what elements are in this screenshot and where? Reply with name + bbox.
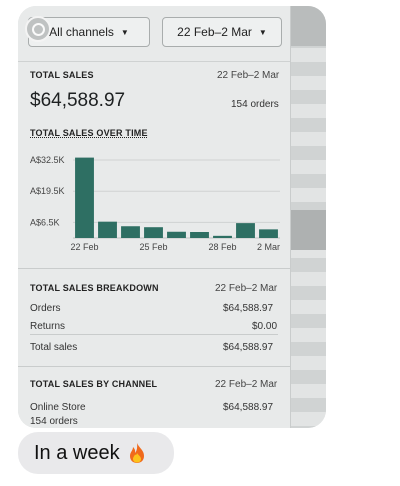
total-sales-heading: TOTAL SALES bbox=[30, 70, 94, 80]
chart-bar-1-mar[interactable] bbox=[236, 223, 255, 238]
chart-bar-28-feb[interactable] bbox=[213, 235, 232, 238]
breakdown-returns-label: Returns bbox=[30, 321, 66, 332]
breakdown-date: 22 Feb–2 Mar bbox=[215, 283, 278, 294]
chart-bar-25-feb[interactable] bbox=[144, 227, 163, 238]
analytics-panel: All channels ▼ 22 Feb–2 Mar ▼ TOTAL SALE… bbox=[18, 6, 291, 428]
chart-bar-24-feb[interactable] bbox=[121, 226, 140, 238]
channel-value: $64,588.97 bbox=[223, 402, 274, 413]
breakdown-orders-label: Orders bbox=[30, 303, 61, 314]
y-tick-label: A$6.5K bbox=[30, 217, 60, 227]
breakdown-total-value: $64,588.97 bbox=[223, 342, 274, 353]
divider bbox=[18, 366, 290, 367]
date-range-button[interactable]: 22 Feb–2 Mar ▼ bbox=[162, 17, 282, 47]
chart-bar-26-feb[interactable] bbox=[167, 231, 186, 238]
message-bubble[interactable]: In a week bbox=[18, 432, 174, 474]
breakdown-orders-value: $64,588.97 bbox=[223, 303, 274, 314]
chart-bar-22-feb[interactable] bbox=[75, 157, 94, 238]
y-tick-label: A$19.5K bbox=[30, 186, 65, 196]
filter-bar: All channels ▼ 22 Feb–2 Mar ▼ bbox=[18, 6, 290, 62]
divider bbox=[30, 334, 278, 335]
background-app-strip-mid bbox=[291, 210, 326, 250]
breakdown-total-label: Total sales bbox=[30, 342, 78, 353]
x-tick-label: 22 Feb bbox=[70, 242, 98, 252]
chevron-down-icon: ▼ bbox=[120, 27, 129, 37]
sales-bar-chart: A$32.5K A$19.5K A$6.5K 22 Feb 25 Feb 28 Feb 2 … bbox=[30, 155, 280, 252]
channel-filter-label: All channels bbox=[49, 25, 114, 39]
assistive-touch-icon[interactable] bbox=[25, 16, 51, 42]
x-tick-label: 2 Mar bbox=[257, 242, 280, 252]
chart-title: TOTAL SALES OVER TIME bbox=[30, 128, 148, 138]
y-tick-label: A$32.5K bbox=[30, 155, 65, 165]
total-sales-date: 22 Feb–2 Mar bbox=[217, 70, 280, 81]
chart-bar-27-feb[interactable] bbox=[190, 232, 209, 238]
chevron-down-icon: ▼ bbox=[258, 27, 267, 37]
channel-filter-button[interactable]: All channels ▼ bbox=[25, 16, 150, 47]
screenshot-photo: All channels ▼ 22 Feb–2 Mar ▼ TOTAL SALE… bbox=[18, 6, 326, 428]
breakdown-heading: TOTAL SALES BREAKDOWN bbox=[30, 283, 159, 293]
x-tick-label: 25 Feb bbox=[139, 242, 167, 252]
fire-icon bbox=[129, 443, 144, 463]
background-app-strip-top bbox=[291, 6, 326, 46]
message-text: In a week bbox=[34, 441, 120, 464]
x-tick-label: 28 Feb bbox=[208, 242, 236, 252]
chart-bar-23-feb[interactable] bbox=[98, 221, 117, 238]
channel-orders: 154 orders bbox=[30, 416, 78, 427]
total-sales-orders: 154 orders bbox=[231, 99, 279, 110]
by-channel-date: 22 Feb–2 Mar bbox=[215, 379, 278, 390]
by-channel-heading: TOTAL SALES BY CHANNEL bbox=[30, 379, 158, 389]
divider bbox=[18, 268, 290, 269]
date-range-label: 22 Feb–2 Mar bbox=[177, 25, 252, 39]
total-sales-amount: $64,588.97 bbox=[30, 90, 126, 111]
breakdown-returns-value: $0.00 bbox=[252, 321, 278, 332]
chart-bar-2-mar[interactable] bbox=[259, 229, 278, 238]
channel-name: Online Store bbox=[30, 402, 86, 413]
